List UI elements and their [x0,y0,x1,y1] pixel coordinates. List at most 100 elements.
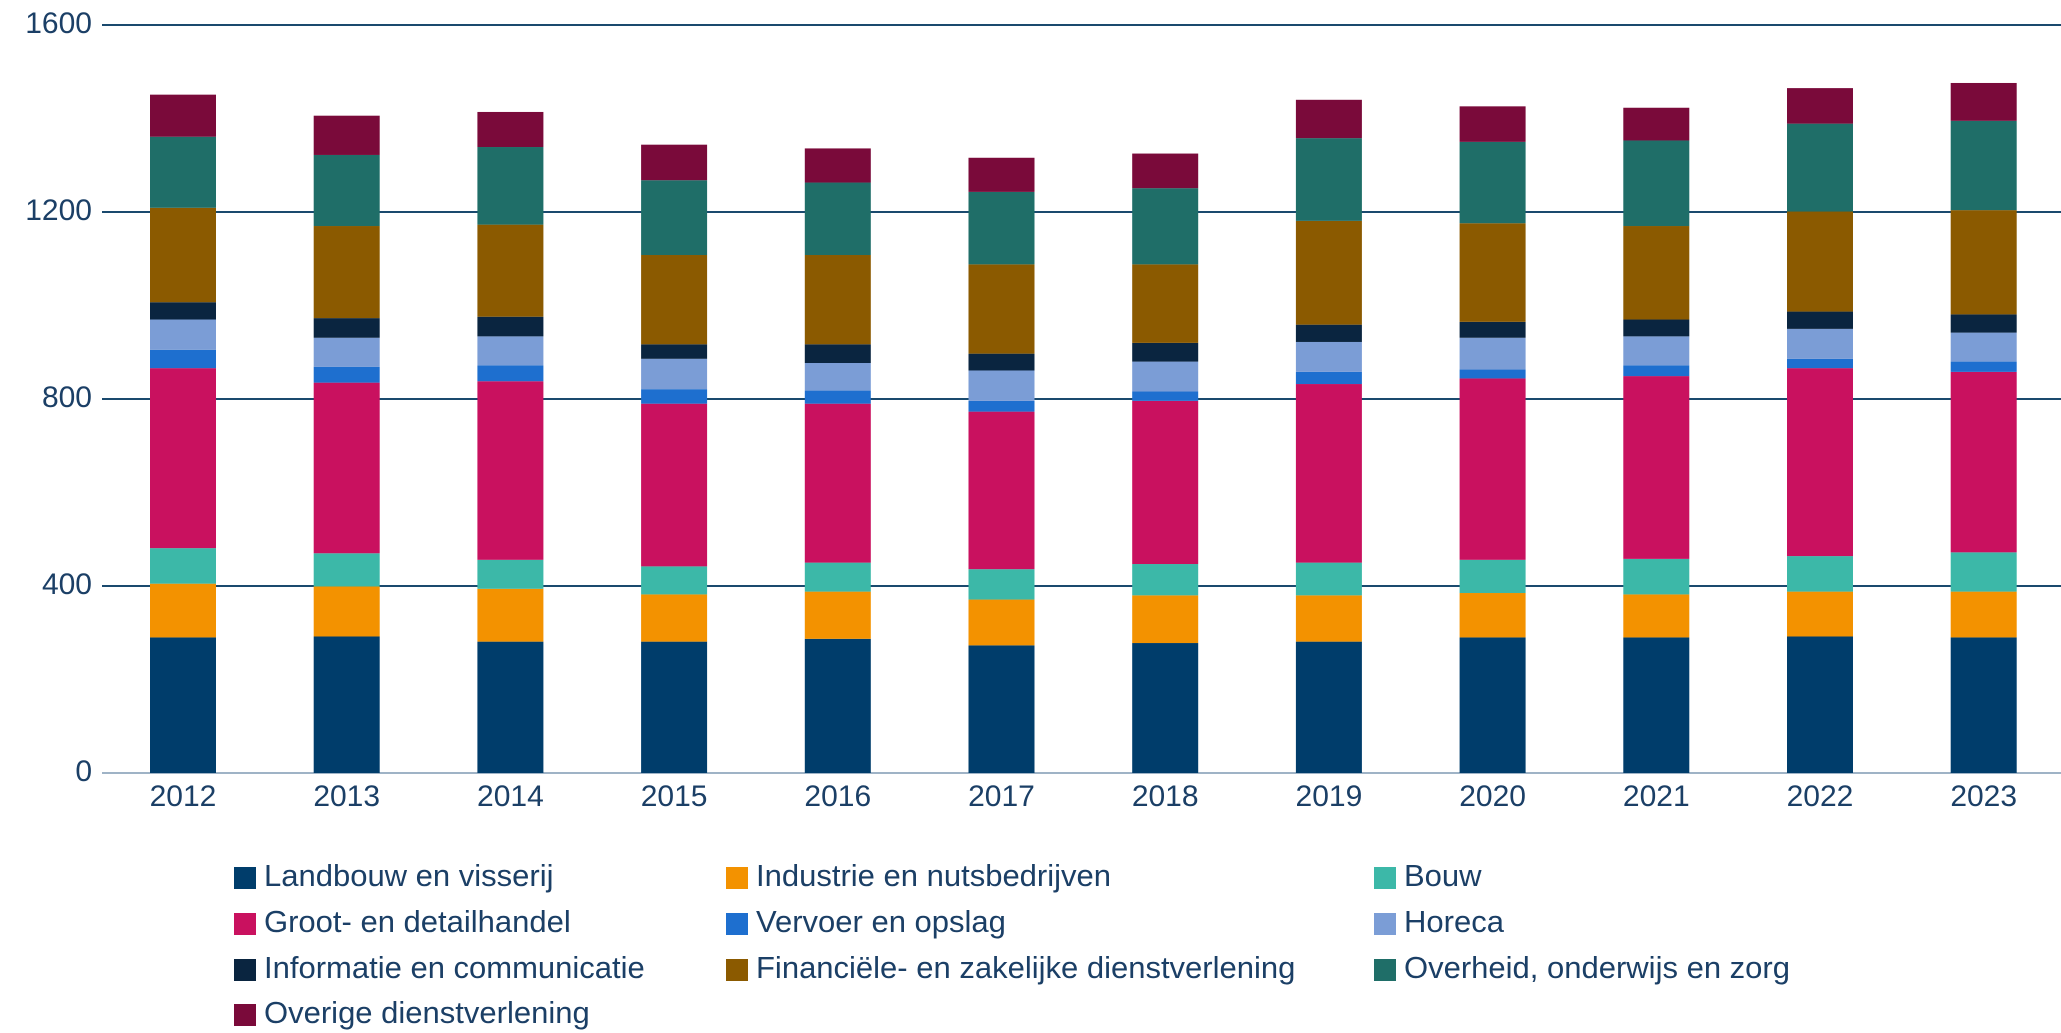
bar-segment [313,226,380,319]
bar-segment [1132,564,1199,596]
bar-segment [1787,591,1853,637]
bar-segment [1787,368,1853,557]
bar-segment [1950,591,2017,638]
bar-segment [1459,637,1526,773]
bar-segment [1132,153,1199,189]
bar-segment [1623,319,1690,337]
bar-segment [1459,337,1526,370]
bar-segment [1623,637,1690,773]
bar-segment [1132,391,1199,401]
legend-swatch [234,867,256,889]
bar-segment [1787,88,1853,124]
bar-segment [1295,595,1362,642]
legend-swatch [234,1004,256,1026]
x-tick-label: 2015 [641,780,708,813]
bar-segment [1459,321,1526,338]
bar-segment [150,207,216,303]
bar-segment [150,349,216,369]
legend-label: Vervoer en opslag [756,904,1006,939]
x-tick-label: 2021 [1623,780,1690,813]
x-tick-label: 2022 [1787,780,1854,813]
x-tick-label: 2016 [804,780,871,813]
bar-segment [641,180,708,256]
bar-segment [804,363,871,391]
legend-label: Informatie en communicatie [264,950,645,985]
bar-segment [313,636,380,773]
bar-segment [1787,123,1853,212]
bar-segment [150,136,216,208]
bar-segment [968,569,1035,600]
bar-segment [1623,365,1690,377]
bar-segment [313,337,380,367]
bar-segment [1295,324,1362,342]
x-tick-label: 2023 [1950,780,2017,813]
bar-segment [968,264,1035,354]
bar-segment [968,599,1035,646]
bar-segment [1950,552,2017,592]
bar-segment [641,641,708,773]
bar-segment [313,318,380,338]
bar-segment [641,389,708,404]
bar-segment [968,191,1035,265]
bar-segment [968,353,1035,371]
bar-segment [1623,140,1690,227]
bar-segment [804,638,871,773]
bar-segment [968,400,1035,412]
bar-segment [968,370,1035,401]
bar-segment [641,566,708,595]
bar-segment [804,255,871,345]
bar-segment [1787,328,1853,359]
legend-label: Industrie en nutsbedrijven [756,858,1111,893]
bar-segment [313,154,380,227]
bar-segment [968,411,1035,570]
bar-segment [804,344,871,364]
bar-segment [1132,188,1199,265]
bar-segment [1295,641,1362,773]
bar-segment [641,144,708,181]
bar-segment [641,344,708,359]
bar-segment [1787,358,1853,369]
bar-segment [150,94,216,137]
bar-segment [1459,559,1526,594]
bar-segment [641,255,708,345]
bar-segment [1295,341,1362,372]
bar-segment [1295,99,1362,139]
bar-segment [1132,264,1199,343]
legend-label: Groot- en detailhandel [264,904,571,939]
bar-segment [641,358,708,390]
bar-segment [1623,336,1690,366]
bar-segment [150,548,216,584]
bar-segment [1132,643,1199,773]
bar-segment [477,147,544,225]
bar-segment [150,302,216,320]
bar-segment [641,594,708,642]
bar-segment [1623,376,1690,559]
x-tick-label: 2017 [968,780,1035,813]
legend-swatch [1374,913,1396,935]
bar-segment [1787,636,1853,773]
bar-segment [1950,637,2017,773]
bar-segment [1295,562,1362,596]
bar-segment [1295,138,1362,221]
legend-swatch [726,867,748,889]
legend-swatch [234,959,256,981]
y-tick-label: 1600 [25,7,92,40]
bar-segment [313,586,380,637]
bar-segment [804,562,871,592]
bar-segment [313,115,380,155]
bar-segment [804,390,871,404]
bar-segment [1295,384,1362,563]
bar-segment [1623,594,1690,638]
bar-segment [1132,342,1199,362]
bar-segment [1950,371,2017,553]
bar-segment [1459,223,1526,322]
bar-segment [1950,314,2017,333]
bar-segment [150,583,216,638]
bar-segment [1459,593,1526,638]
y-tick-label: 1200 [25,194,92,227]
x-tick-label: 2020 [1459,780,1526,813]
bar-segment [1950,332,2017,362]
x-tick-label: 2019 [1296,780,1363,813]
